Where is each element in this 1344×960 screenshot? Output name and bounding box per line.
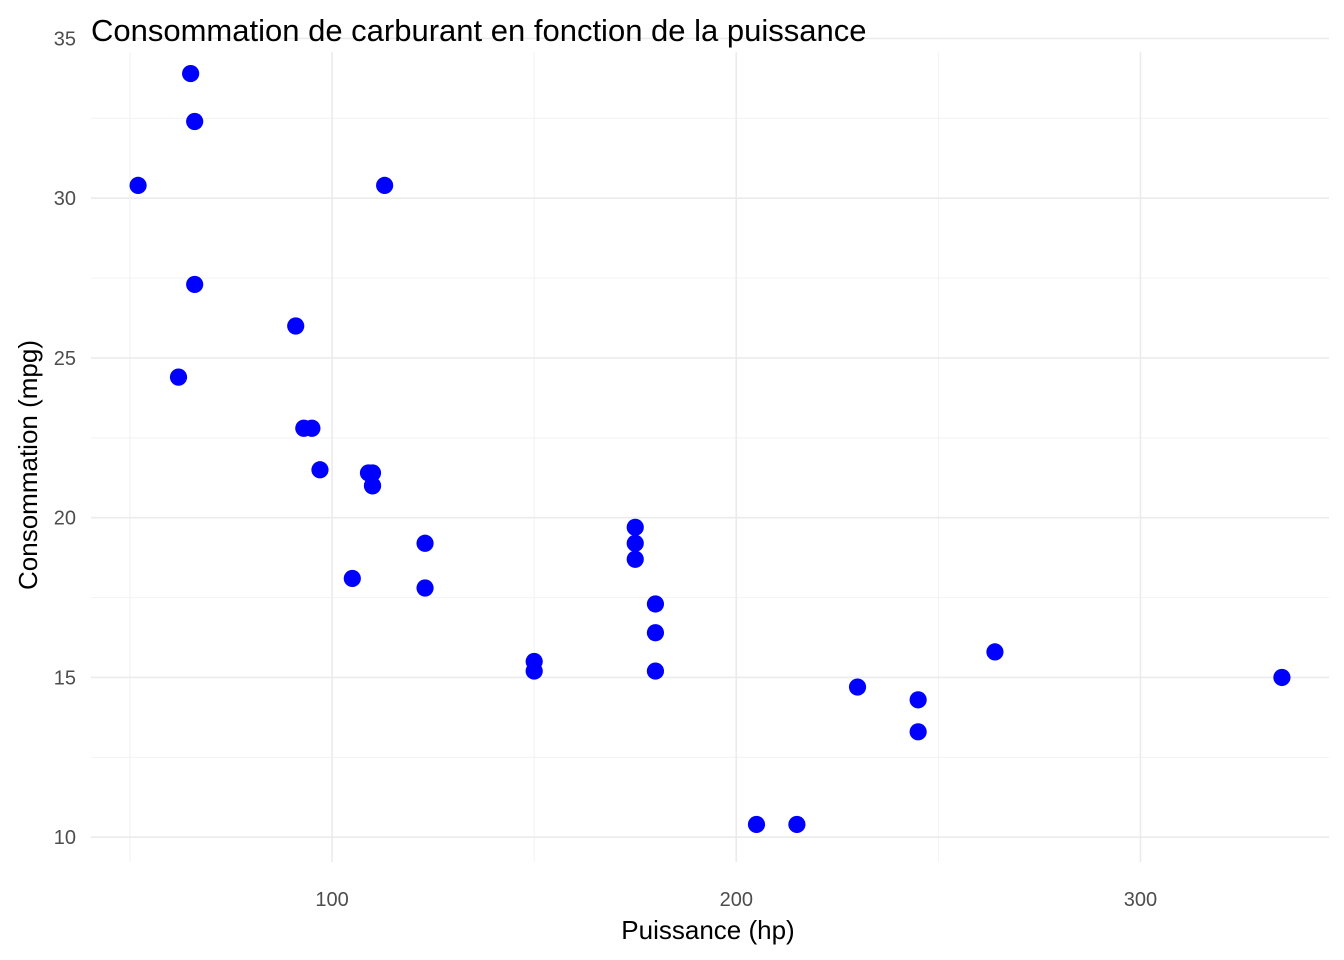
x-tick-label: 300 [1124, 889, 1157, 911]
data-point [303, 419, 321, 437]
data-point [986, 643, 1004, 661]
y-tick-label: 10 [54, 827, 76, 849]
data-point [626, 534, 644, 552]
points-layer [129, 64, 1291, 834]
y-tick-label: 15 [54, 667, 76, 689]
grid-layer [91, 37, 1329, 862]
data-point [343, 569, 361, 588]
data-point [646, 624, 665, 642]
data-point [646, 595, 665, 613]
data-point [909, 691, 927, 709]
data-point [287, 317, 305, 335]
data-point [129, 176, 147, 195]
chart-title: Consommation de carburant en fonction de… [91, 13, 866, 48]
data-point [376, 176, 394, 195]
data-point [909, 723, 927, 741]
data-point [626, 518, 644, 536]
x-tick-label: 200 [720, 889, 753, 911]
y-tick-label: 30 [54, 188, 76, 210]
data-point [1273, 668, 1291, 687]
data-point [747, 815, 766, 834]
x-tick-label: 100 [315, 889, 348, 911]
data-point [788, 815, 806, 834]
data-point [626, 550, 644, 568]
y-tick-label: 20 [54, 508, 76, 530]
y-tick-label: 35 [54, 28, 76, 50]
data-point [359, 464, 378, 482]
data-point [416, 579, 434, 597]
data-point [186, 275, 204, 294]
data-point [416, 534, 434, 552]
y-axis-title: Consommation (mpg) [13, 340, 43, 590]
data-point [525, 662, 543, 680]
data-point [182, 64, 200, 83]
ticks-layer: 100 200 300 10 15 20 25 30 35 [54, 28, 1157, 911]
data-point [848, 678, 867, 696]
data-point [186, 112, 204, 131]
x-axis-title: Puissance (hp) [621, 915, 794, 945]
data-point [311, 461, 329, 479]
y-tick-label: 25 [54, 348, 76, 370]
data-point [646, 662, 665, 680]
data-point [169, 368, 188, 386]
